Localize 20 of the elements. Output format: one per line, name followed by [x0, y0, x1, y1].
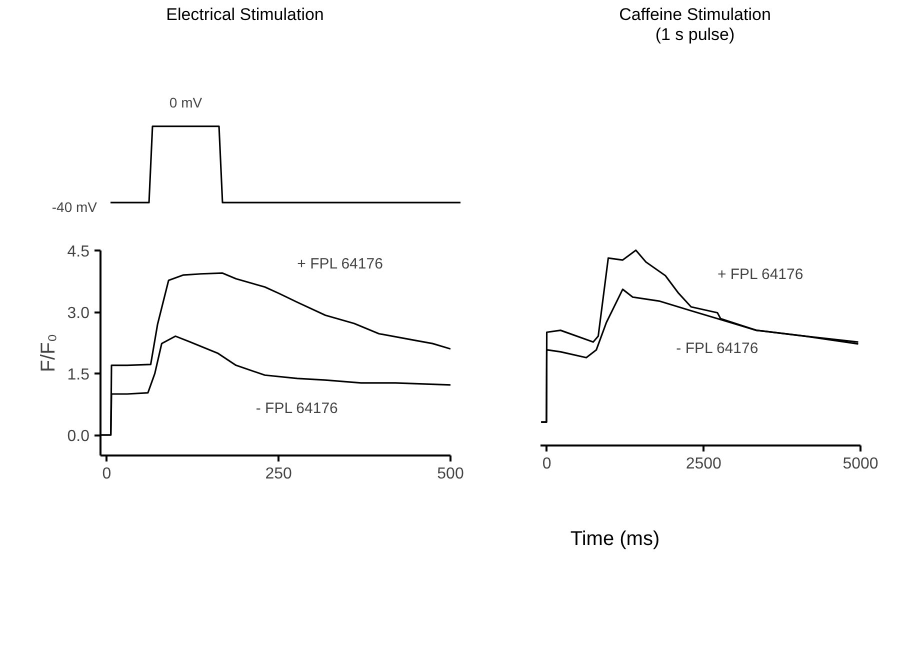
x-tick-label: 0	[542, 456, 552, 472]
y-axis-title: F/F₀	[37, 334, 60, 372]
y-tick-label: 1.5	[67, 366, 90, 384]
x-tick-label: 0	[102, 466, 112, 482]
chart-title: Electrical Stimulation	[166, 5, 324, 26]
chart-title: Caffeine Stimulation (1 s pulse)	[619, 5, 771, 46]
series-label: - FPL 64176	[676, 340, 758, 358]
y-tick-label: 4.5	[67, 244, 90, 260]
x-axis-title: Time (ms)	[570, 527, 660, 552]
text: -40 mV	[52, 198, 97, 217]
series-label: + FPL 64176	[717, 266, 804, 284]
y-tick-label: 3.0	[67, 305, 90, 322]
x-tick-label: 5000	[842, 456, 878, 472]
y-tick-label: 0.0	[67, 428, 90, 445]
x-tick-label: 500	[437, 466, 464, 482]
x-tick-label: 250	[265, 466, 292, 482]
text: 0 mV	[169, 94, 203, 110]
series-label: - FPL 64176	[256, 400, 338, 417]
x-tick-label: 2500	[686, 456, 722, 472]
series-label: + FPL 64176	[297, 256, 383, 273]
